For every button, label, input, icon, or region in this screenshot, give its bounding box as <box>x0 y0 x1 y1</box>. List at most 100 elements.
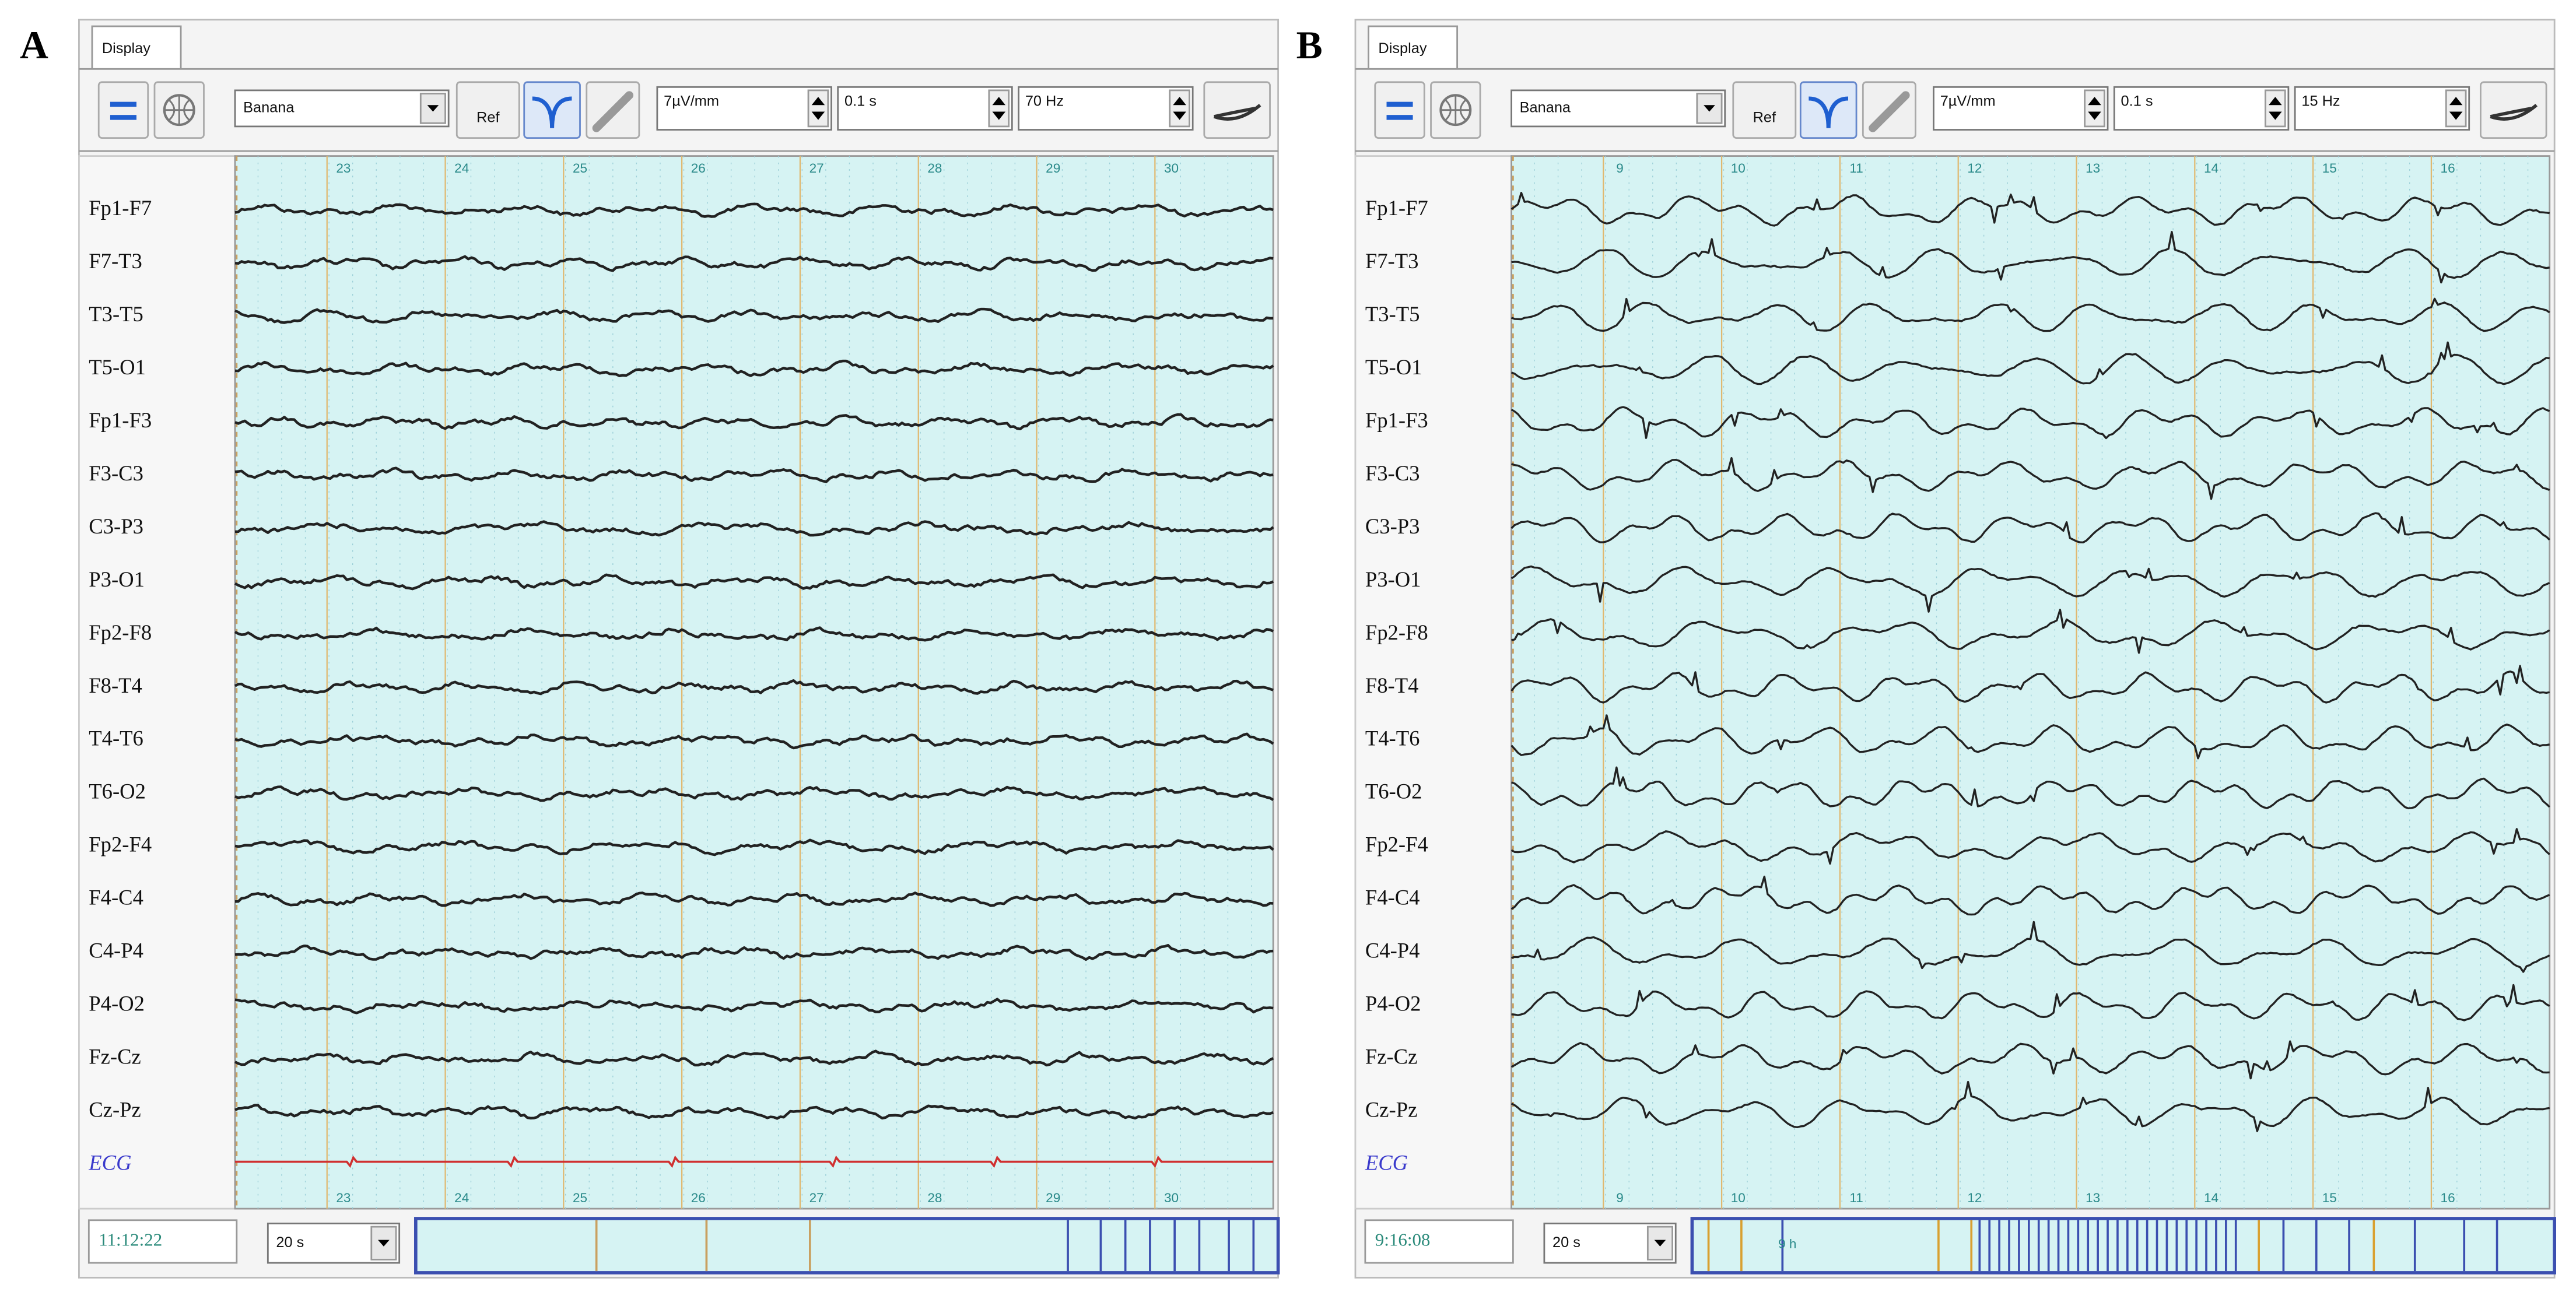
montage-value[interactable]: Banana <box>243 100 295 116</box>
eeg-trace <box>1510 341 2550 385</box>
icon <box>1441 95 1471 125</box>
page-length-value[interactable]: 20 s <box>276 1234 304 1251</box>
layout-button[interactable] <box>1374 81 1425 139</box>
signal-area <box>1510 155 2551 1210</box>
erase-button[interactable] <box>1203 81 1271 139</box>
spinner[interactable] <box>2084 89 2105 128</box>
time-mark: 10 <box>1731 1191 1746 1205</box>
montage-select[interactable] <box>234 89 450 128</box>
time-mark: 23 <box>336 1191 351 1205</box>
channel-label: T5-O1 <box>89 355 146 379</box>
timebase-value[interactable]: 0.1 s <box>2121 93 2153 109</box>
channel-label: Fp1-F7 <box>89 196 152 220</box>
eeg-panel: A Display Banana Ref 7µV/mm 0.1 s 70 Hz 23 23 24 2… <box>20 19 1280 1279</box>
tab-label[interactable]: Display <box>102 40 150 57</box>
timebase-field[interactable] <box>837 86 1013 131</box>
time-mark: 9 <box>1616 161 1624 175</box>
erase-button[interactable] <box>2480 81 2547 139</box>
tab-label[interactable]: Display <box>1378 40 1427 57</box>
channel-label: ECG <box>88 1151 131 1175</box>
icon <box>1386 115 1413 120</box>
ref-button[interactable] <box>455 81 520 139</box>
polarity-button[interactable] <box>523 81 581 139</box>
time-mark: 13 <box>2086 1191 2100 1205</box>
montage-value[interactable]: Banana <box>1520 100 1571 116</box>
ref-button[interactable] <box>1732 81 1797 139</box>
eeg-trace <box>1511 297 2550 332</box>
polarity-button[interactable] <box>1799 81 1857 139</box>
time-mark: 12 <box>1967 1191 1982 1205</box>
filter-field[interactable] <box>1018 86 1194 131</box>
spinner[interactable] <box>1169 89 1190 128</box>
eeg-trace <box>234 944 1274 961</box>
overview-bar[interactable] <box>1690 1217 2556 1275</box>
arrow-icon <box>1654 1240 1666 1247</box>
time-mark: 11 <box>1849 1191 1863 1205</box>
eeg-trace <box>234 573 1274 591</box>
ref-label[interactable]: Ref <box>476 110 500 126</box>
channel-label: P4-O2 <box>1365 992 1421 1016</box>
eeg-trace <box>234 626 1274 642</box>
time-mark: 27 <box>809 1191 824 1205</box>
timebase-field[interactable] <box>2113 86 2290 131</box>
clock-box <box>1364 1219 1514 1264</box>
sensitivity-value[interactable]: 7µV/mm <box>664 93 719 109</box>
eeg-trace <box>1510 406 2550 440</box>
eeg-trace <box>1510 714 2550 760</box>
time-mark: 30 <box>1164 161 1179 175</box>
eeg-panel: B Display Banana Ref 7µV/mm 0.1 s 15 Hz 9 9 10 10 1… <box>1296 19 2556 1279</box>
time-mark: 11 <box>1849 161 1863 175</box>
icon <box>110 115 137 120</box>
overview-bar[interactable] <box>414 1217 1280 1275</box>
ref-label[interactable]: Ref <box>1753 110 1776 126</box>
icon <box>1809 96 1849 128</box>
channel-label: P3-O1 <box>1365 567 1421 591</box>
icon <box>1386 101 1413 107</box>
montage-select[interactable] <box>1510 89 1726 128</box>
panel-letter: B <box>1296 23 1323 67</box>
channel-label: P3-O1 <box>89 567 145 591</box>
spin-icon <box>2449 97 2463 120</box>
channel-label: T4-T6 <box>1365 726 1420 750</box>
channel-label: F7-T3 <box>1365 249 1419 273</box>
channel-label: F3-C3 <box>89 461 143 485</box>
arrow-icon <box>378 1240 390 1247</box>
filter-value[interactable]: 15 Hz <box>2301 93 2340 109</box>
sensitivity-field[interactable] <box>1933 86 2109 131</box>
tab[interactable] <box>1368 25 1459 69</box>
eeg-trace <box>1511 231 2550 284</box>
sensitivity-field[interactable] <box>656 86 832 131</box>
spinner[interactable] <box>2445 89 2467 128</box>
time-mark: 15 <box>2322 161 2337 175</box>
filter-value[interactable]: 70 Hz <box>1025 93 1064 109</box>
eeg-trace <box>1511 984 2550 1021</box>
eeg-trace <box>234 413 1274 430</box>
page-length-value[interactable]: 20 s <box>1552 1234 1580 1251</box>
tab[interactable] <box>91 25 182 69</box>
sensitivity-value[interactable]: 7µV/mm <box>1940 93 1996 109</box>
time-mark: 16 <box>2441 1191 2455 1205</box>
spinner[interactable] <box>988 89 1010 128</box>
time-mark: 25 <box>573 1191 587 1205</box>
icon <box>2490 104 2538 121</box>
spin-icon <box>1173 97 1186 120</box>
eeg-trace <box>234 359 1274 377</box>
timebase-value[interactable]: 0.1 s <box>844 93 877 109</box>
panel-letter: A <box>20 23 48 67</box>
channel-label: Fp2-F4 <box>1365 833 1428 856</box>
channel-label: C3-P3 <box>1365 514 1420 538</box>
spinner[interactable] <box>2265 89 2286 128</box>
layout-button[interactable] <box>97 81 149 139</box>
clock: 11:12:22 <box>99 1230 162 1250</box>
channel-label: T3-T5 <box>1365 302 1420 326</box>
spinner[interactable] <box>807 89 829 128</box>
eeg-trace <box>234 1049 1274 1067</box>
channel-label: F4-C4 <box>1365 886 1420 910</box>
eeg-trace <box>1510 512 2550 544</box>
channel-label: ECG <box>1365 1151 1408 1175</box>
filter-field[interactable] <box>2294 86 2470 131</box>
eeg-trace <box>1510 1080 2550 1132</box>
select-arrow[interactable] <box>1696 93 1723 124</box>
ecg-trace <box>235 1155 1274 1168</box>
time-mark: 28 <box>927 161 942 175</box>
